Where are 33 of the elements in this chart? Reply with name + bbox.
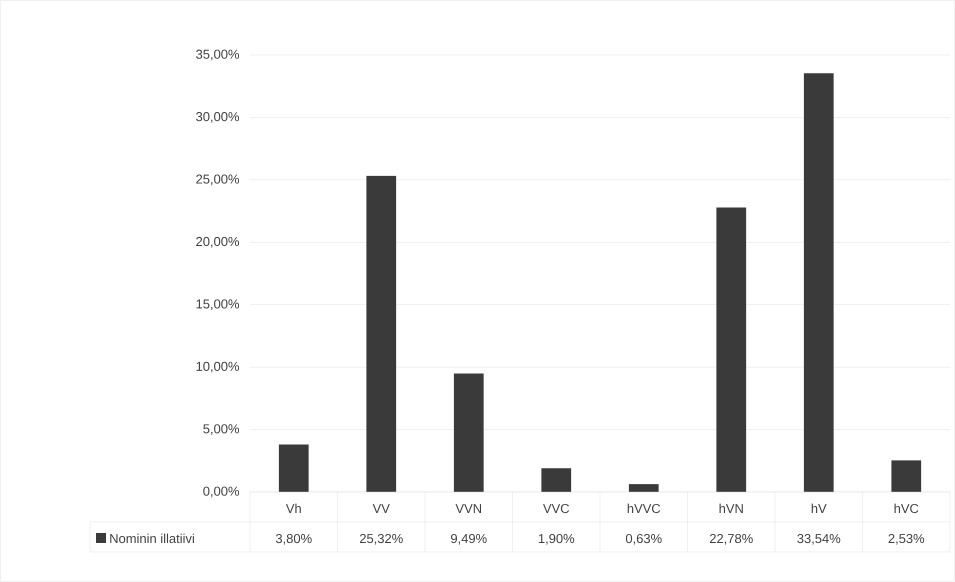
data-label: 22,78% [710,534,753,545]
y-tick-label: 5,00% [203,424,240,435]
data-label: 33,54% [797,534,840,545]
y-tick-label: 20,00% [196,236,240,248]
bar [716,208,746,492]
x-tick-label: hVVC [628,504,660,514]
x-tick-label: Vh [286,504,301,513]
x-tick-label: VVC [543,504,570,514]
bar [366,176,396,492]
x-tick-label: hV [812,504,827,513]
x-tick-label: VVN [456,504,482,513]
bar [454,373,484,492]
y-tick-label: 30,00% [196,112,240,123]
x-tick-label: VV [372,504,390,513]
y-tick-label: 35,00% [196,50,240,60]
data-label: 2,53% [888,534,924,545]
y-tick-label: 10,00% [196,362,240,372]
bar [891,460,922,492]
data-label: 25,32% [360,534,403,545]
data-label: 1,90% [538,534,574,545]
y-tick-label: 0,00% [203,486,240,498]
x-tick-label: hVN [720,504,743,513]
x-tick-label: hVC [894,504,918,514]
data-label: 9,49% [451,534,487,545]
bar [541,468,572,492]
bar [804,73,834,492]
data-label: 0,63% [626,534,662,545]
y-tick-label: 15,00% [196,299,240,310]
bar [628,484,659,492]
data-label: 3,80% [276,534,312,545]
y-tick-label: 25,00% [196,174,240,186]
legend-label: Nominin illatiivi [110,534,194,544]
bar [278,444,309,492]
